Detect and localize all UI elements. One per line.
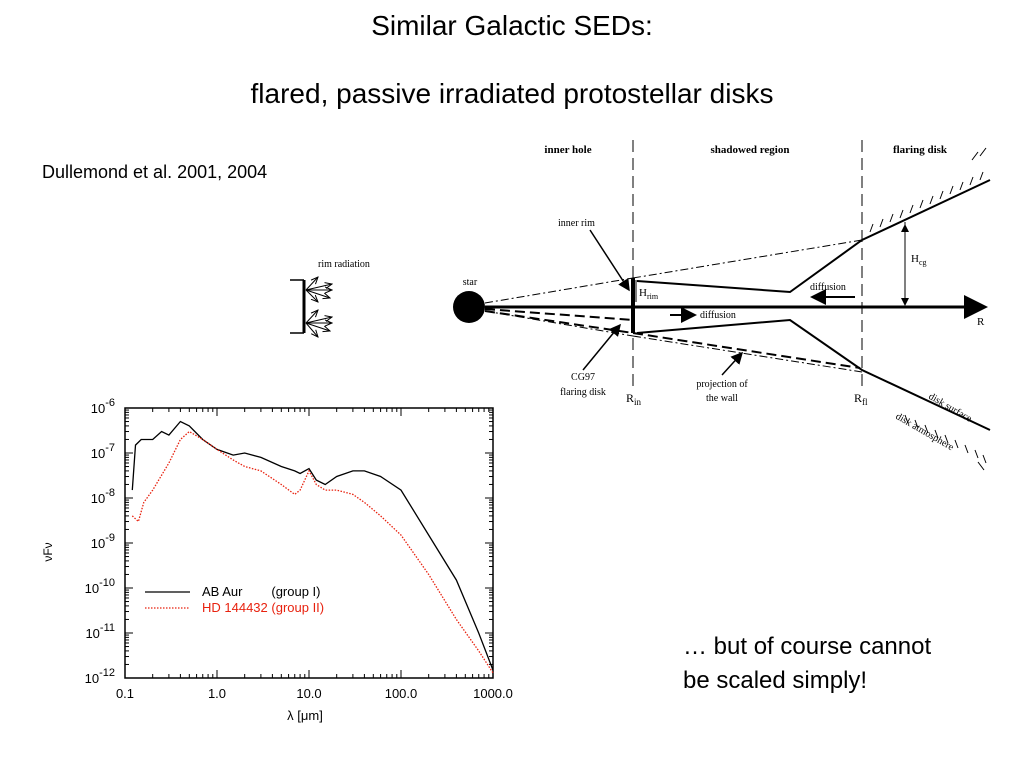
x-tick-label: 1000.0	[473, 686, 513, 701]
region-shadowed-label: shadowed region	[711, 144, 790, 156]
x-axis-label: λ [μm]	[287, 708, 323, 723]
y-tick-label: 10-11	[85, 622, 115, 641]
ray-upper-flare	[632, 239, 863, 279]
series-line-hd144432	[131, 430, 494, 674]
rim-radiation-icon	[290, 277, 332, 337]
legend-label-hd144432: HD 144432 (group II)	[202, 600, 324, 615]
inner-rim-label: inner rim	[558, 218, 595, 229]
projection-pointer	[721, 351, 744, 376]
r-fl-label: Rfl	[854, 391, 868, 407]
inner-rim-pointer	[589, 229, 630, 292]
projection-label-2: the wall	[706, 393, 738, 404]
y-axis-label: νFν	[41, 542, 55, 561]
x-tick-label: 10.0	[296, 686, 321, 701]
x-tick-label: 0.1	[116, 686, 134, 701]
disk-surface-upper	[636, 179, 991, 294]
series-lines	[131, 420, 494, 674]
y-tick-label: 10-7	[91, 442, 115, 461]
cg97-label-1: CG97	[571, 372, 595, 383]
x-tick-label: 1.0	[208, 686, 226, 701]
ray-upper-rim	[484, 277, 634, 304]
x-ticks: 0.1 1.0 10.0 100.0 1000.0	[116, 408, 513, 701]
slide-subtitle: flared, passive irradiated protostellar …	[250, 78, 774, 109]
x-tick-label: 100.0	[385, 686, 418, 701]
legend: AB Aur (group I) HD 144432 (group II)	[145, 584, 324, 615]
y-ticks: 10-6 10-7 10-8 10-9 10-10 10-11 10-12	[85, 397, 493, 686]
series-line-ab-aur	[131, 420, 494, 671]
y-tick-label: 10-8	[91, 487, 115, 506]
cg97-pointer	[582, 323, 621, 371]
star-icon	[453, 291, 485, 323]
projection-line	[632, 332, 861, 369]
r-in-label: Rin	[626, 391, 642, 407]
region-inner-hole-label: inner hole	[544, 144, 591, 156]
diffusion-label-upper: diffusion	[810, 282, 846, 293]
r-axis-label: R	[977, 316, 985, 328]
y-tick-label: 10-9	[91, 532, 115, 551]
closing-remark: … but of course cannot be scaled simply!	[683, 630, 1003, 698]
hrim-label: Hrim	[639, 287, 659, 301]
rim-radiation-label: rim radiation	[318, 259, 370, 270]
hcg-label: Hcg	[911, 253, 927, 267]
closing-line-2: be scaled simply!	[683, 667, 868, 694]
hatching-lower	[904, 414, 987, 471]
y-tick-label: 10-6	[91, 397, 115, 416]
cg97-upper	[484, 308, 634, 321]
cg97-label-2: flaring disk	[560, 387, 606, 398]
disk-surface-lower	[636, 318, 991, 431]
closing-line-1: … but of course cannot	[683, 633, 932, 660]
projection-label-1: projection of	[696, 379, 748, 390]
y-tick-label: 10-12	[85, 667, 115, 686]
hatching-upper	[869, 147, 987, 233]
star-label: star	[463, 277, 478, 288]
y-tick-label: 10-10	[85, 577, 115, 596]
diffusion-label-lower: diffusion	[700, 310, 736, 321]
region-flaring-disk-label: flaring disk	[893, 144, 948, 156]
cg97-line	[484, 310, 634, 334]
plot-frame	[124, 407, 494, 679]
citation: Dullemond et al. 2001, 2004	[42, 162, 268, 182]
legend-label-ab-aur: AB Aur (group I)	[202, 584, 321, 599]
ray-lower-flare	[632, 335, 863, 373]
slide-title: Similar Galactic SEDs:	[371, 10, 653, 41]
ray-lower-rim	[484, 310, 634, 337]
